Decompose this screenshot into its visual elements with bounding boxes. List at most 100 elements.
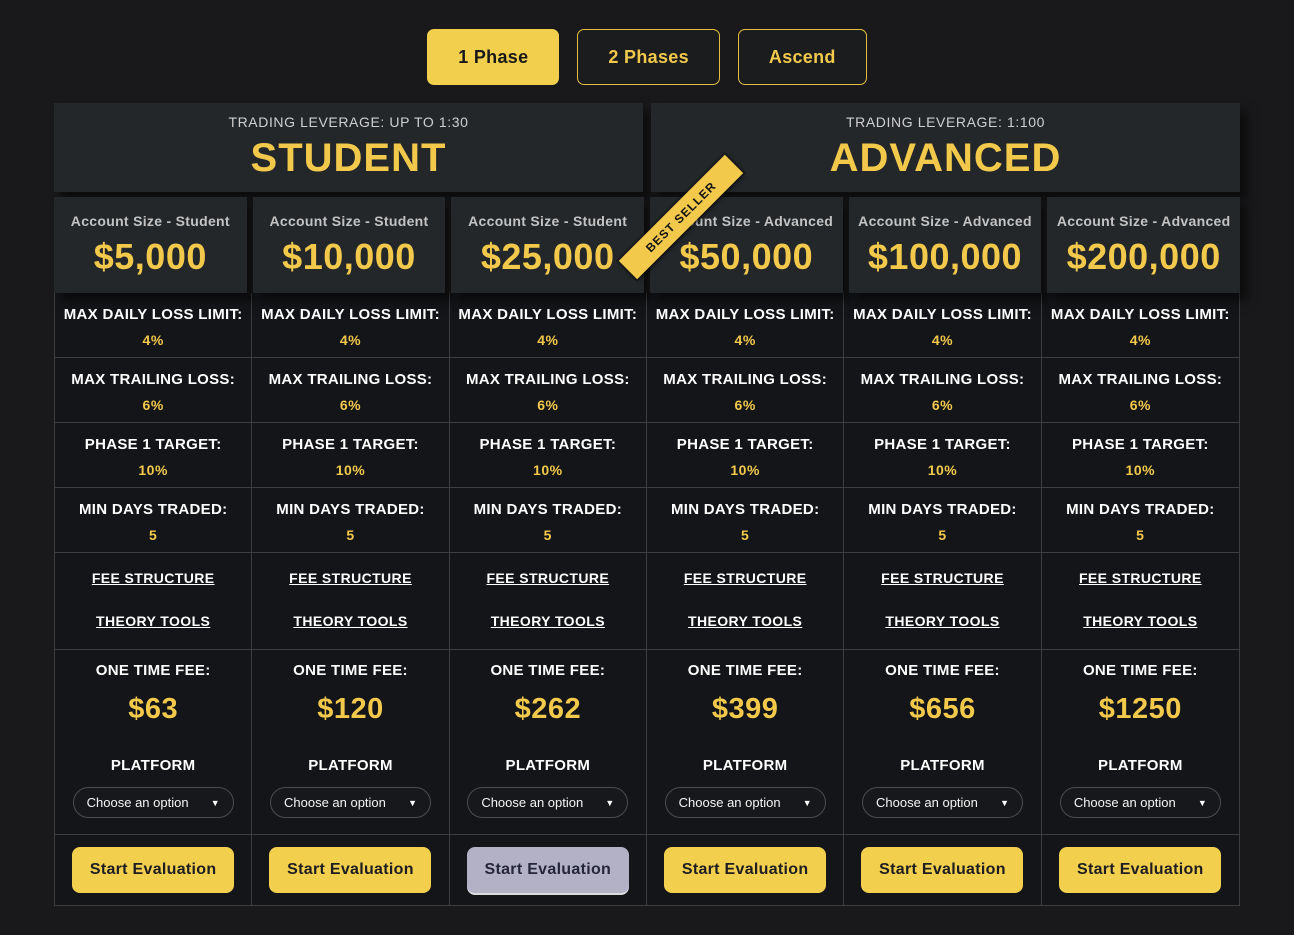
fee-structure-link[interactable]: FEE STRUCTURE — [881, 570, 1004, 586]
platform-label: PLATFORM — [110, 757, 196, 774]
row-label: MAX TRAILING LOSS: — [663, 371, 828, 388]
chevron-down-icon: ▼ — [210, 797, 220, 808]
fee-structure-link[interactable]: FEE STRUCTURE — [289, 570, 412, 586]
platform-label: PLATFORM — [505, 757, 591, 774]
start-evaluation-button[interactable]: Start Evaluation — [861, 847, 1024, 893]
row-value: 6% — [931, 397, 954, 413]
row-value: 6% — [537, 397, 559, 413]
max-daily-loss-cell: MAX DAILY LOSS LIMIT: 4% — [449, 293, 646, 358]
cta-cell: Start Evaluation — [55, 835, 251, 905]
row-label: PHASE 1 TARGET: — [282, 436, 419, 453]
row-value: 5 — [543, 527, 552, 543]
fee-structure-link[interactable]: FEE STRUCTURE — [683, 570, 807, 586]
row-label: MAX DAILY LOSS LIMIT: — [1050, 306, 1230, 323]
chevron-down-icon: ▼ — [802, 797, 812, 808]
one-time-fee-value: $120 — [317, 693, 384, 725]
tab-ascend[interactable]: Ascend — [737, 29, 867, 85]
platform-select[interactable]: Choose an option ▼ — [72, 787, 234, 818]
row-label: MAX TRAILING LOSS: — [1058, 371, 1223, 388]
row-value: 10% — [138, 462, 168, 478]
one-time-fee-label: ONE TIME FEE: — [293, 662, 408, 679]
account-size-value: $25,000 — [480, 235, 615, 277]
one-time-fee-value: $1250 — [1098, 693, 1182, 725]
one-time-fee-value: $399 — [711, 693, 779, 725]
max-daily-loss-cell: MAX DAILY LOSS LIMIT: 4% — [844, 293, 1041, 358]
max-daily-loss-cell: MAX DAILY LOSS LIMIT: 4% — [55, 293, 252, 358]
links-cell: FEE STRUCTURE THEORY TOOLS — [252, 553, 449, 650]
row-label: MAX DAILY LOSS LIMIT: — [655, 306, 835, 323]
fee-structure-link[interactable]: FEE STRUCTURE — [1078, 570, 1202, 586]
chevron-down-icon: ▼ — [1000, 797, 1009, 808]
row-value: 6% — [339, 397, 362, 413]
platform-select-value: Choose an option — [283, 795, 386, 810]
platform-select[interactable]: Choose an option ▼ — [269, 787, 431, 818]
max-trailing-loss-cell: MAX TRAILING LOSS: 6% — [449, 358, 646, 423]
row-value: 4% — [734, 332, 756, 348]
min-days-cell: MIN DAYS TRADED: 5 — [449, 488, 646, 553]
links-cell: FEE STRUCTURE THEORY TOOLS — [646, 553, 844, 650]
max-trailing-loss-cell: MAX TRAILING LOSS: 6% — [252, 358, 449, 423]
account-size-label: Account Size - Advanced — [1056, 212, 1231, 229]
max-trailing-loss-cell: MAX TRAILING LOSS: 6% — [844, 358, 1041, 423]
fee-platform-cell: ONE TIME FEE: $262 PLATFORM Choose an op… — [449, 650, 646, 835]
platform-select[interactable]: Choose an option ▼ — [1059, 787, 1221, 818]
theory-tools-link[interactable]: THEORY TOOLS — [293, 613, 408, 629]
start-evaluation-button[interactable]: Start Evaluation — [466, 847, 629, 893]
account-card-25k: Account Size - Student $25,000 — [451, 197, 644, 293]
min-days-cell: MIN DAYS TRADED: 5 — [844, 488, 1041, 553]
row-label: MAX DAILY LOSS LIMIT: — [853, 306, 1032, 323]
row-value: 10% — [335, 462, 366, 478]
theory-tools-link[interactable]: THEORY TOOLS — [1083, 613, 1198, 629]
row-value: 5 — [1136, 527, 1145, 543]
account-size-value: $200,000 — [1066, 235, 1221, 277]
theory-tools-link[interactable]: THEORY TOOLS — [490, 613, 605, 629]
start-evaluation-button[interactable]: Start Evaluation — [664, 847, 827, 893]
leverage-text: TRADING LEVERAGE: UP TO 1:30 — [228, 114, 469, 130]
fee-platform-cell: ONE TIME FEE: $63 PLATFORM Choose an opt… — [55, 650, 252, 835]
platform-label: PLATFORM — [308, 757, 393, 774]
plan-column-50k: MAX DAILY LOSS LIMIT: 4% MAX TRAILING LO… — [646, 293, 845, 905]
row-label: MAX TRAILING LOSS: — [465, 371, 630, 388]
min-days-cell: MIN DAYS TRADED: 5 — [646, 488, 844, 553]
tab-1-phase[interactable]: 1 Phase — [427, 29, 560, 85]
tab-2-phases[interactable]: 2 Phases — [577, 29, 720, 85]
links-cell: FEE STRUCTURE THEORY TOOLS — [1041, 553, 1239, 650]
links-cell: FEE STRUCTURE THEORY TOOLS — [844, 553, 1041, 650]
max-trailing-loss-cell: MAX TRAILING LOSS: 6% — [646, 358, 844, 423]
start-evaluation-button[interactable]: Start Evaluation — [269, 847, 432, 893]
one-time-fee-label: ONE TIME FEE: — [687, 662, 803, 679]
theory-tools-link[interactable]: THEORY TOOLS — [96, 613, 211, 629]
fee-structure-link[interactable]: FEE STRUCTURE — [486, 570, 610, 586]
row-label: MAX TRAILING LOSS: — [268, 371, 433, 388]
max-trailing-loss-cell: MAX TRAILING LOSS: 6% — [1041, 358, 1239, 423]
platform-select-value: Choose an option — [678, 795, 781, 810]
platform-select[interactable]: Choose an option ▼ — [664, 787, 826, 818]
chevron-down-icon: ▼ — [408, 797, 417, 808]
platform-select-value: Choose an option — [481, 795, 584, 810]
account-size-row: Account Size - Student $5,000 Account Si… — [54, 154, 1240, 293]
group-title: ADVANCED — [829, 136, 1062, 180]
theory-tools-link[interactable]: THEORY TOOLS — [885, 613, 1000, 629]
row-label: MIN DAYS TRADED: — [78, 501, 228, 518]
phase1-target-cell: PHASE 1 TARGET: 10% — [646, 423, 844, 488]
cta-cell: Start Evaluation — [844, 835, 1040, 905]
leverage-text: TRADING LEVERAGE: 1:100 — [846, 114, 1045, 130]
account-size-value: $50,000 — [679, 235, 814, 277]
platform-select-value: Choose an option — [1073, 795, 1176, 810]
account-card-50k: BEST SELLER Account Size - Advanced $50,… — [618, 154, 843, 293]
start-evaluation-button[interactable]: Start Evaluation — [72, 847, 235, 893]
theory-tools-link[interactable]: THEORY TOOLS — [688, 613, 803, 629]
platform-select[interactable]: Choose an option ▼ — [467, 787, 629, 818]
fee-structure-link[interactable]: FEE STRUCTURE — [91, 570, 215, 586]
row-label: PHASE 1 TARGET: — [1071, 436, 1209, 453]
row-label: MAX TRAILING LOSS: — [860, 371, 1025, 388]
plan-column-25k: MAX DAILY LOSS LIMIT: 4% MAX TRAILING LO… — [449, 293, 647, 905]
min-days-cell: MIN DAYS TRADED: 5 — [55, 488, 252, 553]
row-value: 10% — [533, 462, 563, 478]
platform-label: PLATFORM — [702, 757, 788, 774]
platform-select[interactable]: Choose an option ▼ — [861, 787, 1023, 818]
one-time-fee-value: $63 — [128, 693, 179, 725]
platform-select-value: Choose an option — [86, 795, 189, 810]
start-evaluation-button[interactable]: Start Evaluation — [1059, 847, 1222, 893]
one-time-fee-label: ONE TIME FEE: — [885, 662, 1000, 679]
